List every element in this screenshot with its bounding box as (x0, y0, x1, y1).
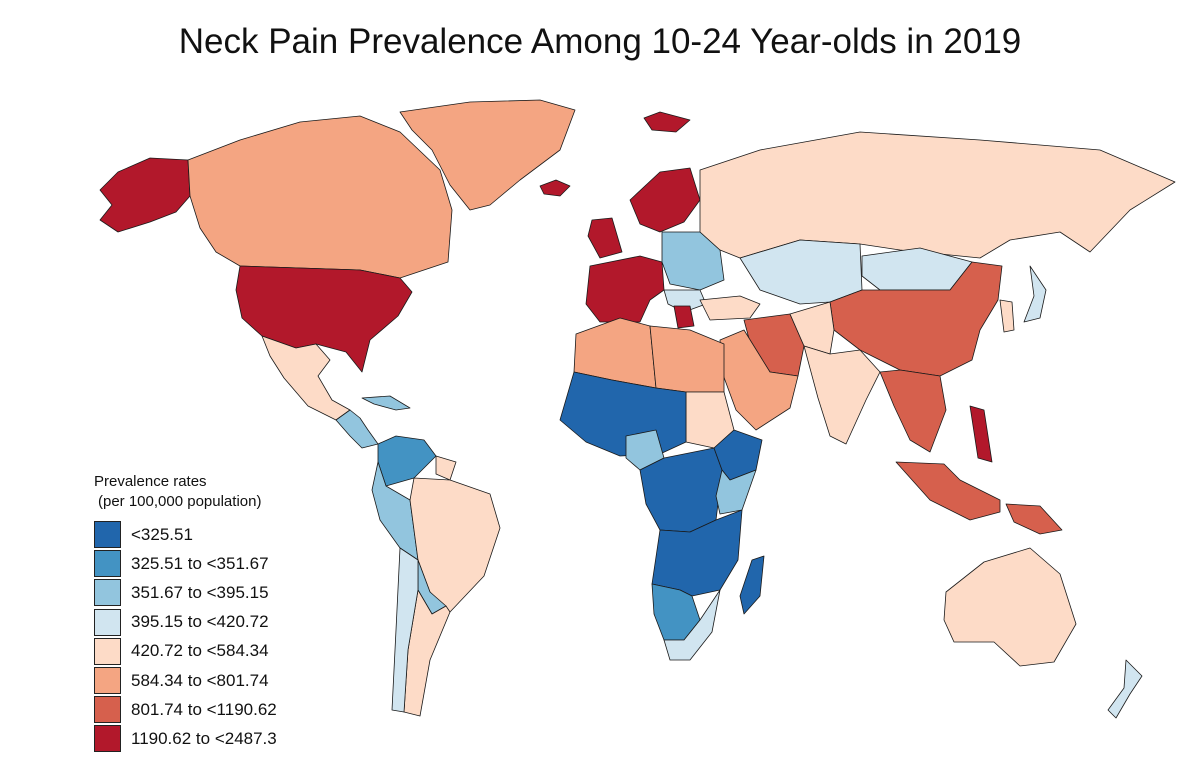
legend-subtitle: (per 100,000 population) (98, 493, 262, 510)
legend-swatch (94, 579, 121, 607)
region-philippines (969, 405, 993, 463)
legend-item: 584.34 to <801.74 (94, 666, 277, 695)
legend-swatch (94, 725, 121, 753)
legend-label: 351.67 to <395.15 (131, 582, 269, 602)
region-korea (999, 299, 1015, 333)
region-south-africa (663, 589, 721, 661)
region-usa (235, 265, 413, 373)
legend-swatch (94, 637, 121, 665)
legend-label: 395.15 to <420.72 (131, 612, 269, 632)
region-iceland (539, 179, 571, 197)
legend-label: 584.34 to <801.74 (131, 670, 269, 690)
legend-label: 420.72 to <584.34 (131, 641, 269, 661)
legend-label: 801.74 to <1190.62 (131, 699, 277, 719)
region-brazil (409, 477, 501, 613)
region-svalbard (643, 111, 691, 133)
region-libya-egypt (649, 325, 725, 393)
region-greenland (399, 99, 576, 211)
region-afghanistan-pakistan (789, 301, 835, 355)
region-guianas (435, 455, 457, 481)
legend-swatch (94, 521, 121, 549)
legend-item: <325.51 (94, 520, 277, 549)
map-title: Neck Pain Prevalence Among 10-24 Year-ol… (178, 22, 1022, 61)
legend-item: 325.51 to <351.67 (94, 549, 277, 578)
legend-item: 801.74 to <1190.62 (94, 695, 277, 724)
region-arabia (719, 329, 799, 431)
legend-item: 351.67 to <395.15 (94, 578, 277, 607)
region-australia (943, 547, 1077, 667)
region-caribbean (361, 395, 411, 411)
region-greece (673, 305, 695, 329)
legend-item: 395.15 to <420.72 (94, 608, 277, 637)
region-southeast-asia (879, 369, 947, 453)
legend-label: 325.51 to <351.67 (131, 553, 269, 573)
region-canada (187, 115, 453, 279)
legend-label: <325.51 (131, 524, 193, 544)
region-russia (699, 131, 1176, 259)
region-new-guinea (1005, 503, 1063, 535)
region-mexico (261, 335, 351, 421)
legend-items: <325.51 325.51 to <351.67 351.67 to <395… (94, 520, 277, 754)
legend-swatch (94, 696, 121, 724)
region-chile (391, 547, 419, 713)
region-new-zealand (1107, 659, 1143, 719)
region-alaska (99, 157, 191, 233)
region-china (829, 261, 1003, 377)
region-madagascar (739, 555, 765, 615)
legend: Prevalence rates (per 100,000 population… (94, 472, 277, 754)
legend-item: 420.72 to <584.34 (94, 637, 277, 666)
legend-swatch (94, 550, 121, 578)
legend-title: Prevalence rates (94, 473, 207, 490)
region-scandinavia (629, 167, 701, 233)
region-central-america (335, 409, 379, 449)
region-indonesia (895, 461, 1001, 521)
region-western-europe (585, 255, 665, 323)
region-japan (1023, 265, 1047, 323)
legend-item: 1190.62 to <2487.3 (94, 724, 277, 753)
region-uk-ireland (587, 217, 623, 259)
region-india (803, 345, 881, 445)
legend-label: 1190.62 to <2487.3 (131, 728, 277, 748)
region-turkey (699, 295, 761, 321)
legend-swatch (94, 608, 121, 636)
legend-swatch (94, 667, 121, 695)
